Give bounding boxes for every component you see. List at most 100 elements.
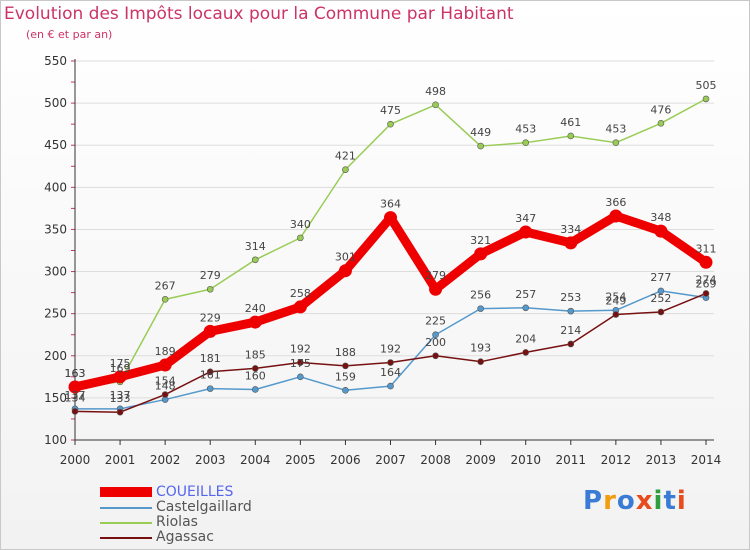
data-label: 253	[560, 291, 581, 304]
data-label: 134	[65, 391, 86, 404]
data-label: 277	[650, 271, 671, 284]
data-point	[342, 387, 349, 394]
data-label: 279	[425, 269, 446, 282]
y-tick-label: 450	[44, 138, 67, 152]
data-label: 185	[245, 348, 266, 361]
y-tick-label: 400	[44, 180, 67, 194]
data-label: 254	[605, 290, 626, 303]
brand-letter: i	[653, 486, 664, 516]
legend-label-castelgaillard: Castelgaillard	[156, 499, 252, 515]
data-point	[297, 234, 304, 242]
data-label: 240	[245, 302, 266, 315]
data-label: 269	[696, 278, 717, 291]
data-point	[564, 236, 578, 250]
data-label: 175	[110, 357, 131, 370]
legend-label-coueilles: COUEILLES	[156, 484, 234, 500]
brand-letter: i	[676, 486, 687, 516]
data-point	[609, 209, 623, 223]
legend-item-coueilles: COUEILLES	[100, 484, 360, 500]
data-label: 181	[200, 352, 221, 365]
data-point	[657, 120, 665, 127]
data-point	[387, 120, 394, 128]
y-tick-label: 250	[44, 307, 67, 321]
y-tick-label: 150	[44, 391, 67, 405]
data-label: 267	[155, 279, 176, 292]
data-point	[612, 139, 620, 146]
data-point	[384, 211, 397, 225]
x-tick-label: 2013	[646, 453, 677, 467]
data-label: 229	[200, 311, 221, 324]
data-point	[387, 382, 394, 390]
data-label: 314	[245, 240, 266, 253]
data-point	[567, 132, 575, 140]
data-point	[429, 282, 443, 296]
data-label: 475	[380, 104, 401, 117]
x-tick-label: 2009	[465, 453, 496, 467]
data-point	[702, 95, 710, 103]
data-label: 169	[110, 362, 131, 375]
y-tick-label: 300	[44, 265, 67, 279]
data-label: 257	[515, 288, 536, 301]
legend: COUEILLES Castelgaillard Riolas Agassac	[100, 484, 360, 545]
data-label: 449	[470, 126, 491, 139]
data-point	[432, 331, 439, 339]
brand-letter: x	[635, 486, 654, 516]
data-label: 193	[470, 342, 491, 355]
data-label: 453	[515, 123, 536, 136]
data-point	[654, 224, 668, 238]
data-point	[203, 324, 217, 338]
data-label: 311	[696, 242, 717, 255]
x-tick-label: 2004	[240, 453, 271, 467]
data-point	[522, 304, 530, 312]
data-label: 161	[200, 369, 221, 382]
x-tick-label: 2003	[195, 453, 226, 467]
data-label: 256	[470, 289, 491, 302]
x-tick-label: 2010	[510, 453, 541, 467]
x-tick-label: 2006	[330, 453, 361, 467]
data-point	[248, 315, 262, 329]
data-point	[206, 368, 214, 376]
data-label: 154	[155, 375, 176, 388]
data-point	[477, 358, 484, 365]
data-point	[477, 142, 484, 150]
data-point	[113, 370, 127, 384]
data-label: 453	[605, 123, 626, 136]
data-point	[432, 352, 439, 360]
data-label: 148	[155, 380, 176, 393]
data-point	[251, 365, 259, 372]
data-label: 505	[696, 79, 717, 92]
x-tick-label: 2000	[60, 453, 91, 467]
data-label: 364	[380, 198, 401, 211]
data-point	[477, 305, 484, 312]
data-label: 279	[200, 269, 221, 282]
data-point	[699, 255, 713, 269]
x-tick-label: 2012	[601, 453, 632, 467]
y-tick-label: 200	[44, 349, 67, 363]
data-label: 137	[65, 389, 86, 402]
data-label: 160	[245, 369, 266, 382]
data-label: 461	[560, 116, 581, 129]
data-label: 200	[425, 336, 446, 349]
x-tick-label: 2007	[375, 453, 406, 467]
data-point	[657, 287, 665, 295]
data-label: 366	[605, 196, 626, 209]
y-tick-label: 500	[44, 96, 67, 110]
legend-swatch-agassac	[100, 537, 152, 539]
data-label: 192	[290, 343, 311, 356]
data-point	[342, 362, 349, 370]
data-label: 249	[605, 295, 626, 308]
data-label: 258	[290, 287, 311, 300]
brand-letter: P	[583, 486, 604, 516]
data-point	[251, 256, 259, 264]
legend-item-castelgaillard: Castelgaillard	[100, 499, 360, 515]
x-tick-label: 2011	[556, 453, 587, 467]
data-label: 214	[560, 324, 581, 337]
data-point	[432, 101, 439, 109]
data-point	[702, 290, 710, 297]
data-label: 252	[650, 292, 671, 305]
data-label: 189	[155, 345, 176, 358]
data-point	[474, 247, 488, 261]
data-point	[567, 307, 575, 315]
